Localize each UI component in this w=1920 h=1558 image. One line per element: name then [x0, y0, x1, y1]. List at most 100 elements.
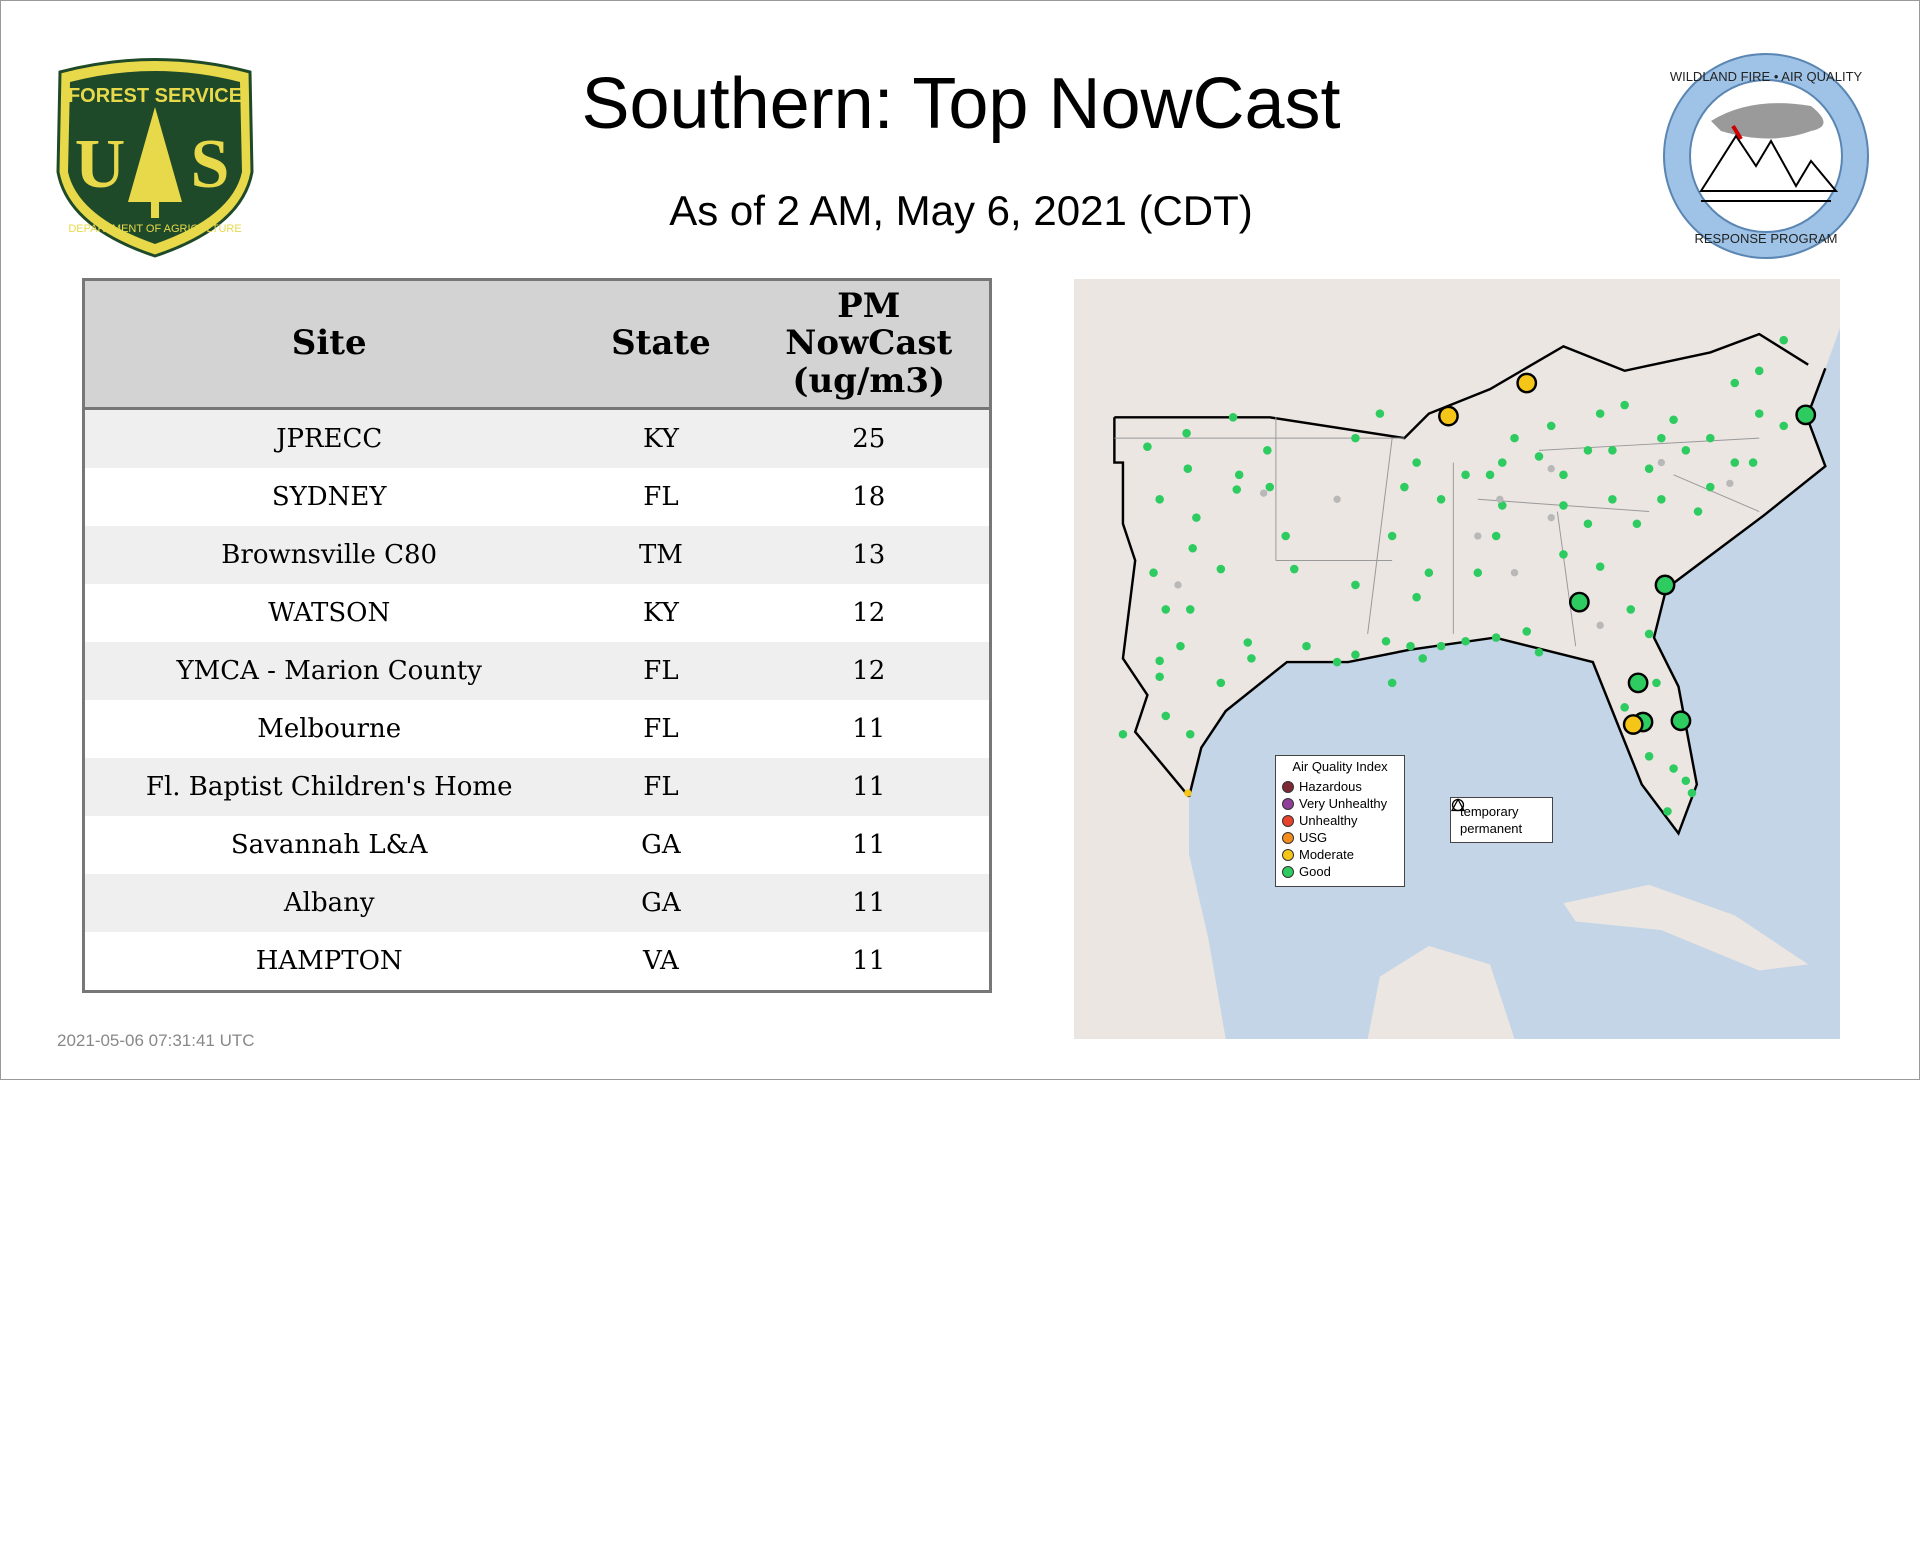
- monitor-good-dot: [1681, 446, 1691, 455]
- table-row: Savannah L&A GA 11: [83, 816, 991, 874]
- monitor-good-dot: [1522, 627, 1532, 636]
- monitor-good-dot: [1182, 428, 1191, 438]
- state-cell: GA: [573, 874, 749, 932]
- monitor-good-dot: [1644, 629, 1654, 639]
- region-boundary-west: [1113, 417, 1190, 798]
- state-cell: KY: [573, 408, 749, 468]
- legend-swatch: [1282, 865, 1294, 878]
- monitor-good-dot: [1381, 636, 1391, 646]
- table-row: JPRECC KY 25: [83, 408, 991, 468]
- legend-swatch: [1282, 848, 1294, 861]
- monitor-good-dot: [1632, 519, 1642, 529]
- monitor-good-dot: [1754, 409, 1764, 418]
- monitor-good-dot: [1608, 446, 1617, 455]
- monitor-good-dot: [1400, 482, 1409, 492]
- svg-text:FOREST SERVICE: FOREST SERVICE: [68, 85, 242, 107]
- monitor-good-dot: [1491, 633, 1501, 642]
- table-row: SYDNEY FL 18: [83, 468, 991, 526]
- monitor-good-dot: [1161, 711, 1171, 721]
- legend-item: Moderate: [1282, 846, 1398, 863]
- monitor-good-dot: [1669, 415, 1678, 425]
- monitor-good-dot: [1155, 656, 1164, 666]
- pm-nowcast-cell: 11: [748, 758, 991, 816]
- monitor-good-dot: [1779, 421, 1788, 431]
- state-cell: VA: [573, 932, 749, 992]
- aqi-map[interactable]: Air Quality Index Hazardous Very Unhealth…: [1074, 279, 1840, 1039]
- state-cell: GA: [573, 816, 749, 874]
- site-cell: HAMPTON: [83, 932, 574, 992]
- monitor-good-dot: [1436, 495, 1446, 504]
- monitor-good-dot: [1424, 568, 1434, 578]
- top-site-marker: [1795, 404, 1817, 426]
- site-cell: Fl. Baptist Children's Home: [83, 758, 574, 816]
- monitor-good-dot: [1281, 531, 1290, 541]
- svg-text:S: S: [191, 126, 230, 203]
- monitor-good-dot: [1412, 458, 1421, 467]
- monitor-good-dot: [1534, 647, 1544, 657]
- state-cell: FL: [573, 700, 749, 758]
- monitor-good-dot: [1657, 433, 1666, 443]
- legend-label: Hazardous: [1299, 779, 1362, 794]
- monitor-good-dot: [1644, 752, 1654, 761]
- monitor-inactive-dot: [1474, 532, 1482, 540]
- cuba-land: [1563, 884, 1809, 971]
- monitor-good-dot: [1302, 641, 1311, 651]
- site-cell: YMCA - Marion County: [83, 642, 574, 700]
- pm-nowcast-cell: 13: [748, 526, 991, 584]
- state-line: [1367, 438, 1393, 634]
- monitor-moderate-dot: [1184, 789, 1192, 797]
- table-row: Melbourne FL 11: [83, 700, 991, 758]
- monitor-good-dot: [1583, 519, 1593, 529]
- coastline: [1187, 367, 1827, 836]
- monitor-good-dot: [1748, 458, 1758, 467]
- monitor-good-dot: [1461, 636, 1470, 646]
- monitor-inactive-dot: [1657, 458, 1666, 467]
- shape-legend-permanent: permanent: [1451, 798, 1547, 837]
- state-line: [1538, 437, 1760, 451]
- monitor-good-dot: [1626, 605, 1636, 614]
- table-row: Brownsville C80 TM 13: [83, 526, 991, 584]
- page-subtitle: As of 2 AM, May 6, 2021 (CDT): [669, 187, 1253, 234]
- monitor-good-dot: [1228, 413, 1238, 422]
- monitor-good-dot: [1595, 409, 1605, 418]
- legend-swatch: [1282, 831, 1294, 844]
- monitor-good-dot: [1436, 641, 1446, 651]
- table-row: Fl. Baptist Children's Home FL 11: [83, 758, 991, 816]
- monitor-good-dot: [1754, 366, 1764, 376]
- yucatan-land: [1367, 945, 1515, 1039]
- region-boundary-north: [1114, 332, 1809, 440]
- monitor-good-dot: [1161, 605, 1171, 614]
- column-header-pm-nowcast: PM NowCast (ug/m3): [748, 279, 991, 410]
- shape-legend: temporary permanent: [1450, 797, 1553, 843]
- monitor-good-dot: [1559, 550, 1568, 559]
- legend-item: USG: [1282, 829, 1398, 846]
- monitor-good-dot: [1143, 442, 1152, 451]
- pm-nowcast-cell: 25: [748, 408, 991, 468]
- state-cell: FL: [573, 468, 749, 526]
- monitor-good-dot: [1247, 654, 1256, 663]
- monitor-inactive-dot: [1510, 569, 1519, 577]
- monitor-good-dot: [1412, 592, 1421, 602]
- state-cell: FL: [573, 758, 749, 816]
- monitor-good-dot: [1461, 470, 1470, 480]
- state-line: [1673, 474, 1760, 512]
- monitor-good-dot: [1155, 495, 1164, 504]
- pm-nowcast-header-text: PM NowCast (ug/m3): [785, 285, 953, 401]
- monitor-good-dot: [1185, 729, 1195, 739]
- legend-label: Moderate: [1299, 847, 1354, 862]
- top-site-marker: [1627, 672, 1649, 694]
- monitor-good-dot: [1706, 433, 1715, 443]
- monitor-good-dot: [1779, 335, 1788, 345]
- top-site-marker: [1568, 591, 1590, 613]
- monitor-good-dot: [1559, 470, 1568, 480]
- site-cell: WATSON: [83, 584, 574, 642]
- monitor-inactive-dot: [1547, 513, 1555, 522]
- top-site-marker: [1516, 372, 1538, 394]
- table-header-row: Site State PM NowCast (ug/m3): [83, 279, 991, 410]
- monitor-good-dot: [1657, 495, 1666, 504]
- top-nowcast-table: Site State PM NowCast (ug/m3) JPRECC KY 25…: [82, 278, 992, 993]
- legend-label: Very Unhealthy: [1299, 796, 1388, 811]
- monitor-inactive-dot: [1496, 495, 1504, 503]
- monitor-good-dot: [1620, 703, 1629, 712]
- monitor-good-dot: [1706, 482, 1715, 492]
